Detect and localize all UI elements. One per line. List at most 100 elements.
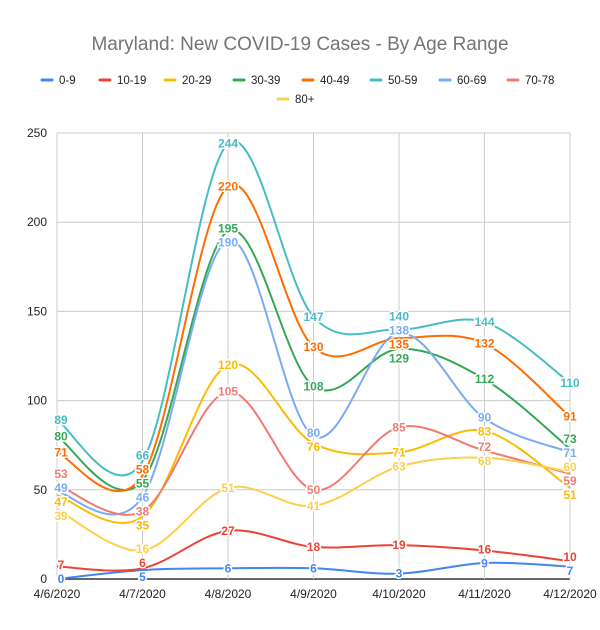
data-label: 7	[58, 558, 65, 572]
data-label: 16	[136, 542, 150, 556]
data-label: 16	[478, 543, 492, 557]
data-label: 138	[389, 323, 409, 337]
series-line-0-9	[56, 561, 571, 580]
data-label: 27	[221, 524, 235, 538]
series-line-10-19	[56, 529, 571, 572]
legend-item: 30-39	[232, 75, 280, 87]
series-line-70-78	[56, 390, 571, 516]
data-label: 6	[139, 556, 146, 570]
data-label: 190	[218, 236, 238, 250]
x-tick-label: 4/9/2020	[290, 587, 337, 601]
x-tick-label: 4/6/2020	[34, 587, 81, 601]
data-label: 71	[392, 445, 406, 459]
data-label: 63	[392, 460, 406, 474]
data-label: 105	[218, 385, 238, 399]
x-tick-label: 4/11/2020	[458, 587, 511, 601]
legend-label: 10-19	[117, 75, 146, 87]
legend-item: 80+	[276, 94, 315, 106]
data-label: 66	[136, 448, 150, 462]
data-label: 46	[136, 490, 150, 504]
legend-label: 20-29	[182, 75, 211, 87]
x-tick-label: 4/7/2020	[119, 587, 166, 601]
legend-item: 0-9	[40, 75, 76, 87]
data-label: 35	[136, 518, 150, 532]
data-labels: 8980715349473970665855463835166524422019…	[53, 135, 582, 587]
legend-item: 60-69	[438, 75, 486, 87]
y-tick-label: 100	[27, 394, 47, 408]
y-tick-label: 0	[40, 572, 47, 586]
data-label: 120	[218, 358, 238, 372]
series-line-40-49	[56, 183, 571, 493]
data-label: 18	[307, 540, 321, 554]
gridlines: 0 50 100 150 200 250 4/6/2020 4/7/2020 4/8/2020 4…	[27, 126, 597, 601]
data-label: 68	[478, 454, 492, 468]
data-label: 39	[54, 509, 68, 523]
data-label: 49	[54, 481, 68, 495]
legend-label: 0-9	[59, 75, 76, 87]
data-label: 132	[474, 337, 494, 351]
data-label: 53	[54, 467, 68, 481]
data-label: 38	[136, 504, 150, 518]
series-line-50-59	[56, 140, 571, 477]
data-label: 80	[307, 426, 321, 440]
data-label: 3	[396, 567, 403, 581]
data-label: 220	[218, 180, 238, 194]
legend-label: 50-59	[388, 75, 417, 87]
data-label: 71	[563, 446, 577, 460]
data-label: 83	[478, 425, 492, 439]
data-label: 41	[307, 499, 321, 513]
data-label: 9	[481, 557, 488, 571]
x-tick-label: 4/10/2020	[372, 587, 426, 601]
legend-label: 80+	[295, 94, 315, 106]
y-tick-label: 150	[27, 304, 47, 318]
data-label: 76	[307, 440, 321, 454]
data-label: 50	[307, 483, 321, 497]
x-tick-label: 4/8/2020	[205, 587, 252, 601]
legend: 0-9 10-19 20-29 30-39 40-49 50-59 60-69 70-78 80…	[40, 75, 554, 106]
y-tick-label: 250	[27, 126, 47, 140]
data-label: 60	[563, 460, 577, 474]
data-label: 51	[221, 481, 235, 495]
data-label: 112	[475, 372, 495, 386]
data-label: 5	[139, 570, 146, 584]
data-label: 90	[478, 411, 492, 425]
data-label: 7	[567, 564, 574, 578]
legend-item: 70-78	[506, 75, 554, 87]
series-line-30-39	[56, 229, 571, 491]
series-line-60-69	[56, 239, 571, 516]
data-label: 195	[218, 222, 238, 236]
data-label: 47	[54, 495, 68, 509]
data-label: 55	[136, 476, 150, 490]
data-label: 108	[303, 379, 323, 393]
data-label: 6	[225, 561, 232, 575]
data-label: 80	[54, 429, 68, 443]
legend-label: 40-49	[320, 75, 349, 87]
data-label: 6	[310, 561, 317, 575]
data-label: 85	[392, 420, 406, 434]
data-label: 91	[563, 410, 577, 424]
series-line-20-29	[56, 362, 571, 524]
chart-title: Maryland: New COVID-19 Cases - By Age Ra…	[91, 34, 508, 55]
legend-item: 40-49	[301, 75, 349, 87]
series-lines	[56, 140, 571, 580]
data-label: 59	[563, 474, 577, 488]
x-tick-label: 4/12/2020	[543, 587, 597, 601]
legend-item: 20-29	[163, 75, 211, 87]
data-label: 147	[303, 310, 323, 324]
y-tick-label: 200	[27, 215, 47, 229]
legend-item: 10-19	[98, 75, 146, 87]
data-label: 19	[392, 538, 406, 552]
data-label: 51	[563, 488, 577, 502]
data-label: 135	[389, 337, 409, 351]
data-label: 144	[474, 315, 494, 329]
legend-label: 30-39	[251, 75, 280, 87]
data-label: 244	[218, 137, 238, 151]
data-label: 129	[389, 351, 409, 365]
data-label: 130	[303, 340, 323, 354]
series-line-80+	[56, 456, 571, 552]
data-label: 58	[136, 462, 150, 476]
data-label: 73	[563, 432, 577, 446]
legend-label: 70-78	[525, 75, 554, 87]
